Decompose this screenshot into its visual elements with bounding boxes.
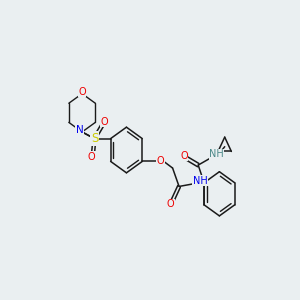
Text: NH: NH xyxy=(193,176,207,185)
Text: O: O xyxy=(167,199,174,209)
Text: O: O xyxy=(100,117,108,127)
Text: O: O xyxy=(157,156,164,167)
Text: N: N xyxy=(76,125,84,136)
Text: O: O xyxy=(180,151,188,160)
Text: O: O xyxy=(88,152,95,162)
Text: NH: NH xyxy=(209,149,224,159)
Text: S: S xyxy=(91,132,98,145)
Text: O: O xyxy=(78,87,86,97)
